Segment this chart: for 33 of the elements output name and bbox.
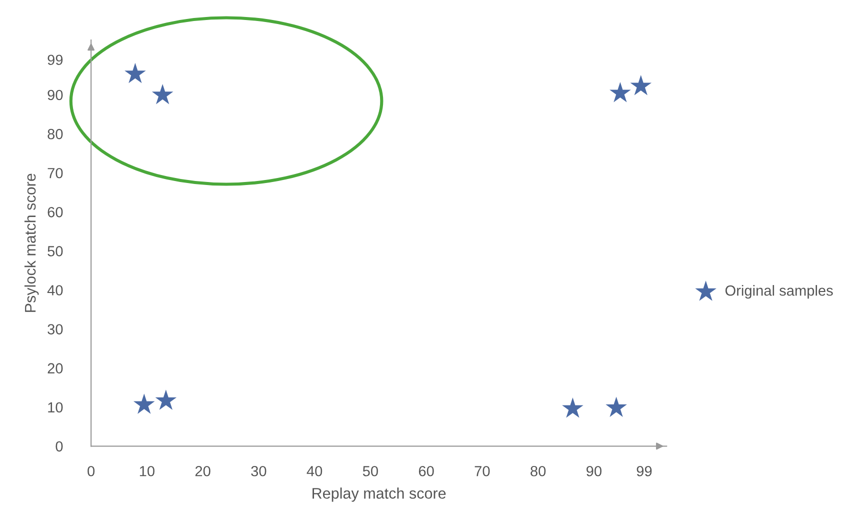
y-tick-label: 80 (48, 128, 63, 140)
x-tick-label: 70 (474, 466, 490, 476)
x-tick-label: 80 (530, 466, 546, 476)
point (124, 62, 146, 84)
y-tick-label: 40 (47, 285, 63, 296)
y-tick-label: 90 (48, 90, 63, 100)
point (630, 74, 652, 96)
x-axis-title: Replay match score (312, 488, 446, 502)
y-axis-title: Psylock match score (24, 174, 39, 312)
y-tick-label: 60 (48, 206, 63, 218)
point (606, 396, 627, 417)
point (155, 390, 177, 410)
legend-label: Original samples (725, 285, 833, 299)
x-tick-label: 20 (195, 466, 210, 476)
x-tick-label: 40 (306, 466, 322, 476)
y-tick-label: 50 (48, 246, 63, 256)
point (133, 394, 155, 414)
point (562, 397, 584, 418)
y-tick-label: 30 (48, 324, 63, 334)
x-tick-label: 50 (362, 466, 378, 476)
y-tick-label: 0 (56, 441, 63, 452)
y-tick-label: 20 (48, 363, 63, 374)
y-tick-label: 70 (48, 168, 63, 178)
y-tick-label: 99 (48, 54, 63, 66)
point (610, 82, 631, 102)
x-tick-label: 60 (418, 466, 434, 476)
x-tick-label: 90 (586, 466, 602, 476)
x-tick-label: 30 (251, 466, 266, 476)
x-tick-label: 99 (636, 466, 652, 476)
x-tick-label: 10 (140, 466, 154, 476)
point (152, 84, 174, 104)
x-tick-label: 0 (88, 466, 95, 476)
y-tick-label: 10 (48, 402, 63, 413)
